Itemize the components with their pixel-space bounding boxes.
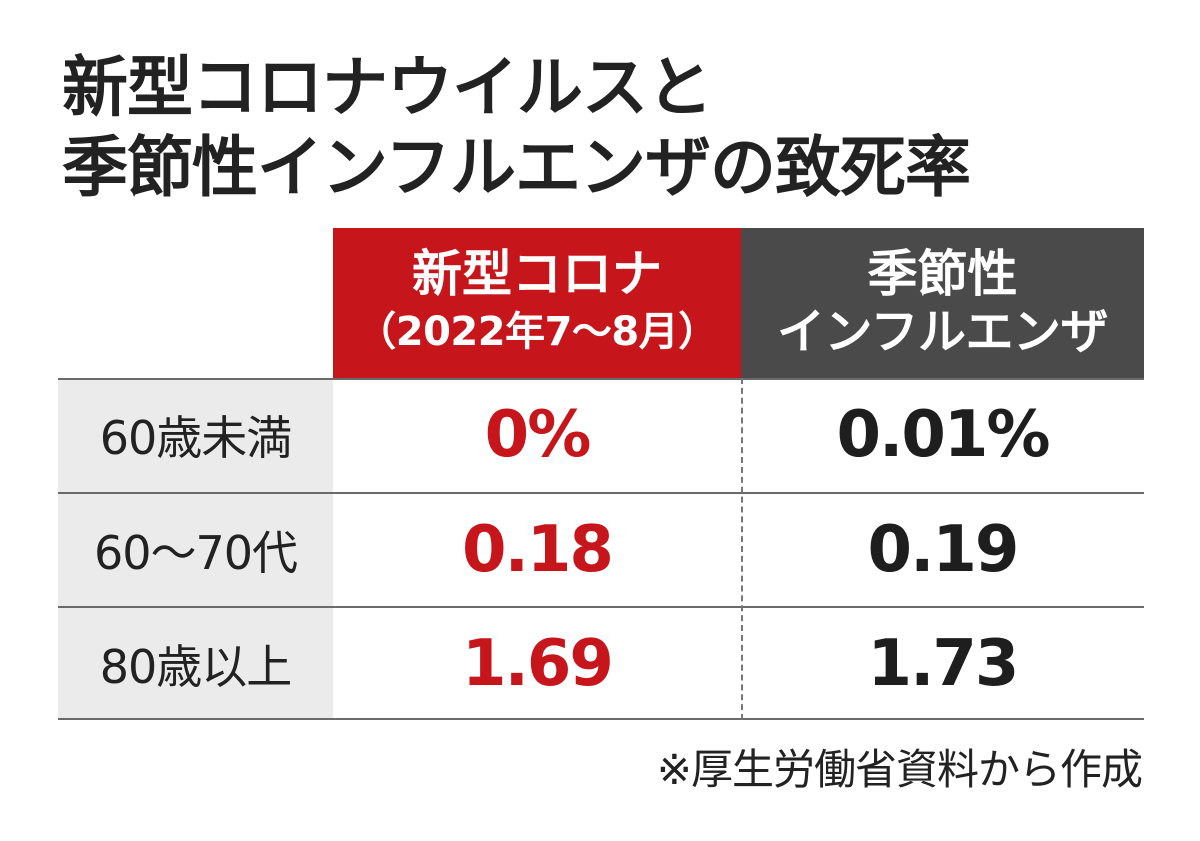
table-row: 60歳未満 0% 0.01% [58, 378, 1144, 491]
value-flu: 1.73 [867, 626, 1020, 701]
chart-title: 新型コロナウイルスと 季節性インフルエンザの致死率 [62, 48, 1162, 208]
value-flu: 0.01% [836, 397, 1050, 472]
table-bottom-border [58, 718, 1144, 720]
table-divider [58, 492, 1144, 494]
chart-title-line2: 季節性インフルエンザの致死率 [62, 129, 971, 206]
column-header-flu-line1: 季節性 [867, 245, 1018, 303]
row-label-column [58, 378, 333, 720]
fatality-rate-table: 新型コロナ （2022年7～8月） 季節性 インフルエンザ 60歳未満 0% 0… [58, 228, 1144, 720]
column-header-covid-name: 新型コロナ [412, 245, 662, 303]
chart-title-line1: 新型コロナウイルスと [62, 49, 713, 126]
column-header-covid: 新型コロナ （2022年7～8月） [333, 228, 741, 378]
table-row: 60～70代 0.18 0.19 [58, 493, 1144, 606]
row-label: 80歳以上 [99, 639, 293, 694]
table-divider [58, 378, 1144, 380]
value-covid: 0% [484, 397, 592, 472]
column-header-covid-period: （2022年7～8月） [356, 309, 718, 355]
value-covid: 0.18 [462, 512, 614, 587]
value-covid: 1.69 [462, 626, 614, 701]
column-header-flu: 季節性 インフルエンザ [741, 228, 1144, 378]
column-header-flu-line2: インフルエンザ [776, 304, 1109, 360]
source-note: ※厚生労働省資料から作成 [656, 745, 1143, 794]
value-flu: 0.19 [867, 512, 1020, 587]
row-label: 60歳未満 [99, 410, 293, 465]
column-separator [741, 378, 743, 720]
row-label: 60～70代 [93, 525, 298, 580]
table-divider [58, 606, 1144, 608]
table-row: 80歳以上 1.69 1.73 [58, 607, 1144, 720]
